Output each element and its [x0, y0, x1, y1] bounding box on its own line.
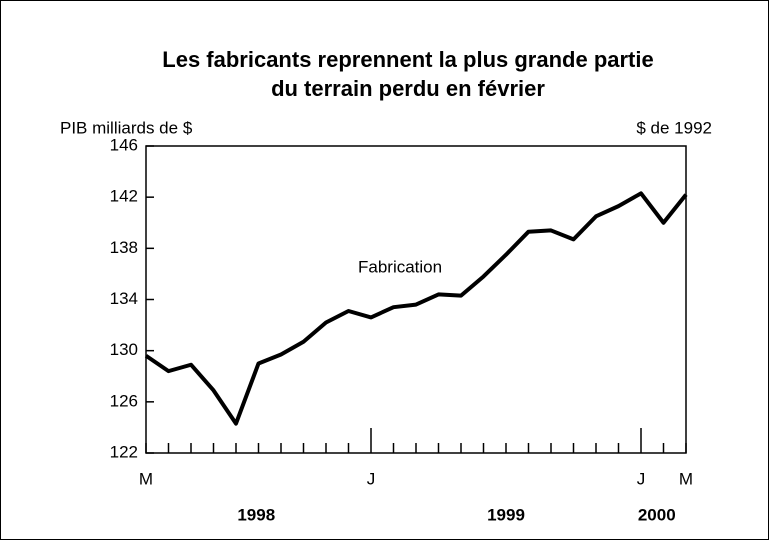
y-tick-label: 134 [110, 289, 138, 308]
y-tick-label: 130 [110, 340, 138, 359]
y-tick-label: 146 [110, 135, 138, 154]
y-tick-label: 126 [110, 391, 138, 410]
series-label: Fabrication [358, 257, 442, 276]
x-tick-label: J [637, 469, 646, 488]
line [144, 191, 688, 426]
y-tick-label: 138 [110, 238, 138, 257]
y-axis-label: PIB milliards de $ [60, 118, 193, 137]
year-label: 1998 [237, 505, 275, 524]
y-tick-label: 122 [110, 442, 138, 461]
y-axis-unit: $ de 1992 [636, 118, 712, 137]
x-tick-label: M [679, 469, 693, 488]
chart-title: du terrain perdu en février [271, 76, 545, 101]
year-label: 2000 [638, 505, 676, 524]
chart-title: Les fabricants reprennent la plus grande… [162, 47, 653, 72]
x-tick-label: M [139, 469, 153, 488]
year-label: 1999 [487, 505, 525, 524]
x-tick-label: J [367, 469, 376, 488]
y-tick-label: 142 [110, 187, 138, 206]
